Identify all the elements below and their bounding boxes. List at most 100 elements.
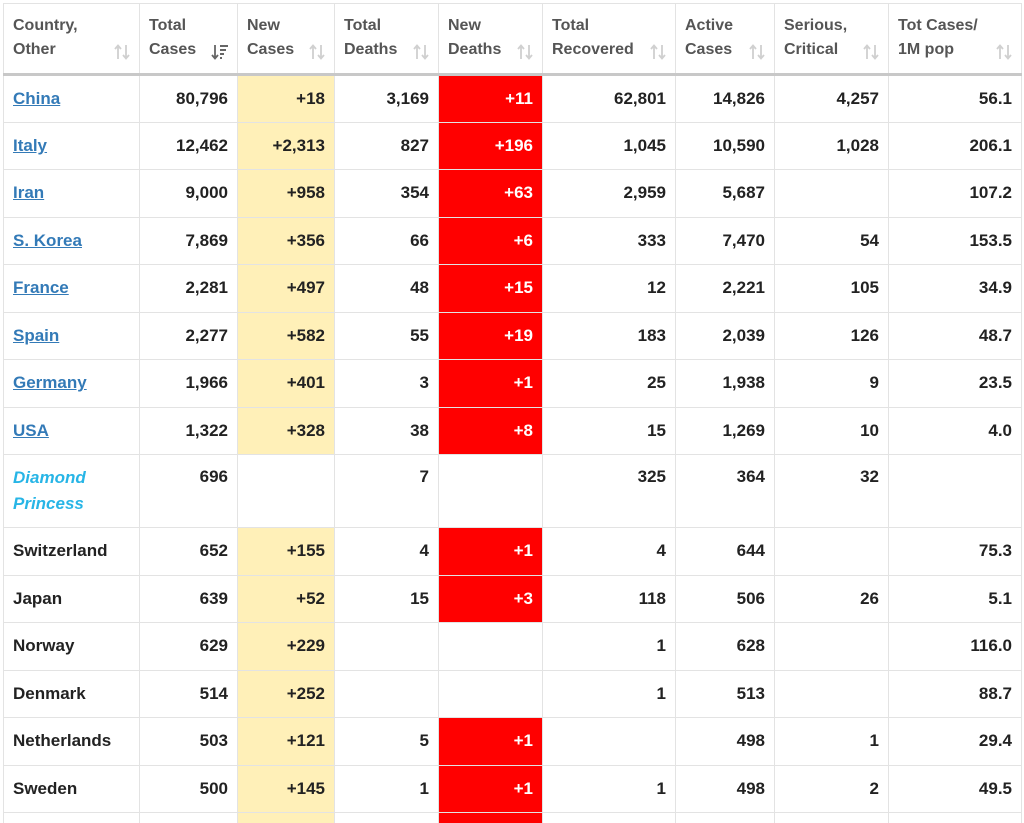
column-header-new-cases[interactable]: New Cases <box>237 3 335 76</box>
total-deaths-cell: 354 <box>334 169 439 218</box>
serious-critical-cell: 2 <box>774 764 889 813</box>
new-cases-cell: +582 <box>237 311 335 360</box>
table-row: Switzerland 652 +155 4 +1 4 644 75.3 <box>3 527 1022 576</box>
new-cases-cell: +252 <box>237 669 335 718</box>
total-cases-cell: 629 <box>139 622 238 671</box>
sort-icon[interactable] <box>113 43 131 61</box>
total-deaths-cell <box>334 622 439 671</box>
total-deaths-cell <box>334 669 439 718</box>
total-recovered-cell: 1 <box>542 764 676 813</box>
country-name: Japan <box>13 588 63 608</box>
total-recovered-cell: 4 <box>542 527 676 576</box>
sort-icon[interactable] <box>862 43 880 61</box>
country-name: Norway <box>13 636 75 656</box>
country-link[interactable]: China <box>13 88 61 108</box>
new-deaths-cell: +1 <box>438 359 543 408</box>
column-header-new-deaths[interactable]: New Deaths <box>438 3 543 76</box>
new-deaths-cell: +15 <box>438 264 543 313</box>
total-recovered-cell: 12 <box>542 264 676 313</box>
total-cases-cell: 7,869 <box>139 216 238 265</box>
total-recovered-cell: 2,959 <box>542 169 676 218</box>
sort-icon[interactable] <box>516 43 534 61</box>
table-row: Netherlands 503 +121 5 +1 498 1 29.4 <box>3 717 1022 766</box>
country-cell: Germany <box>3 359 140 408</box>
total-deaths-cell: 66 <box>334 216 439 265</box>
column-header-total-recovered[interactable]: Total Recovered <box>542 3 676 76</box>
active-cases-cell: 628 <box>675 622 775 671</box>
country-cell: Diamond Princess <box>3 454 140 528</box>
total-cases-cell: 1,966 <box>139 359 238 408</box>
column-header-label: New Cases <box>247 17 295 58</box>
new-cases-cell: +121 <box>237 717 335 766</box>
column-header-tot-cases-1m[interactable]: Tot Cases/1M pop <box>888 3 1022 76</box>
serious-critical-cell: 105 <box>774 264 889 313</box>
tot-cases-1m-cell: 56.1 <box>888 74 1022 123</box>
total-deaths-cell: 3 <box>334 359 439 408</box>
country-name: Netherlands <box>13 731 112 751</box>
total-recovered-cell: 15 <box>542 406 676 455</box>
tot-cases-1m-cell: 75.3 <box>888 527 1022 576</box>
country-cell: Japan <box>3 574 140 623</box>
column-header-label: New Deaths <box>448 17 502 58</box>
column-header-total-deaths[interactable]: Total Deaths <box>334 3 439 76</box>
sort-icon[interactable] <box>308 43 326 61</box>
tot-cases-1m-cell: 107.2 <box>888 169 1022 218</box>
country-link[interactable]: Spain <box>13 325 60 345</box>
tot-cases-1m-cell: 48.7 <box>888 311 1022 360</box>
country-link[interactable]: S. Korea <box>13 230 82 250</box>
column-header-total-cases[interactable]: Total Cases <box>139 3 238 76</box>
sort-icon[interactable] <box>412 43 430 61</box>
column-header-label: Total Cases <box>149 17 197 58</box>
table-row: Diamond Princess 696 7 325 364 32 <box>3 454 1022 528</box>
total-deaths-cell: 15 <box>334 574 439 623</box>
column-header-label: Total Deaths <box>344 17 398 58</box>
total-deaths-cell: 1 <box>334 764 439 813</box>
tot-cases-1m-cell: 49.5 <box>888 764 1022 813</box>
total-deaths-cell: 827 <box>334 121 439 170</box>
total-deaths-cell: 4 <box>334 527 439 576</box>
total-cases-cell: 2,277 <box>139 311 238 360</box>
tot-cases-1m-cell: 34.9 <box>888 264 1022 313</box>
serious-critical-cell <box>774 622 889 671</box>
table-row: Japan 639 +52 15 +3 118 506 26 5.1 <box>3 574 1022 623</box>
serious-critical-cell <box>774 169 889 218</box>
column-header-label: Country, Other <box>13 17 78 58</box>
serious-critical-cell: 10 <box>774 406 889 455</box>
country-cell: Netherlands <box>3 717 140 766</box>
column-header-serious-critical[interactable]: Serious, Critical <box>774 3 889 76</box>
column-header-label: Serious, Critical <box>784 17 848 58</box>
sort-icon[interactable] <box>649 43 667 61</box>
column-header-label: Tot Cases/1M pop <box>898 17 978 58</box>
country-link[interactable]: Italy <box>13 135 48 155</box>
country-name: Sweden <box>13 778 78 798</box>
country-link[interactable]: USA <box>13 420 49 440</box>
new-cases-cell: +497 <box>237 264 335 313</box>
country-link[interactable]: Iran <box>13 183 45 203</box>
new-cases-cell: +2,313 <box>237 121 335 170</box>
serious-critical-cell: 54 <box>774 216 889 265</box>
country-link[interactable]: Germany <box>13 373 87 393</box>
new-cases-cell <box>237 812 335 823</box>
new-cases-cell: +145 <box>237 764 335 813</box>
tot-cases-1m-cell: 153.5 <box>888 216 1022 265</box>
active-cases-cell: 506 <box>675 574 775 623</box>
sort-icon[interactable] <box>995 43 1013 61</box>
sort-icon[interactable] <box>748 43 766 61</box>
serious-critical-cell <box>774 669 889 718</box>
tot-cases-1m-cell: 23.5 <box>888 359 1022 408</box>
tot-cases-1m-cell: 5.1 <box>888 574 1022 623</box>
country-link[interactable]: France <box>13 278 69 298</box>
table-row: Italy 12,462 +2,313 827 +196 1,045 10,590 1,028… <box>3 121 1022 170</box>
total-cases-cell: 503 <box>139 717 238 766</box>
total-cases-cell: 9,000 <box>139 169 238 218</box>
column-header-country[interactable]: Country, Other <box>3 3 140 76</box>
sort-desc-icon[interactable] <box>211 43 229 61</box>
total-cases-cell: 652 <box>139 527 238 576</box>
tot-cases-1m-cell: 29.4 <box>888 717 1022 766</box>
table-row: France 2,281 +497 48 +15 12 2,221 105 34.9 <box>3 264 1022 313</box>
table-row: Spain 2,277 +582 55 +19 183 2,039 126 48.7 <box>3 311 1022 360</box>
active-cases-cell: 14,826 <box>675 74 775 123</box>
total-cases-cell: 500 <box>139 764 238 813</box>
column-header-active-cases[interactable]: Active Cases <box>675 3 775 76</box>
table-row-partial <box>3 812 1022 823</box>
